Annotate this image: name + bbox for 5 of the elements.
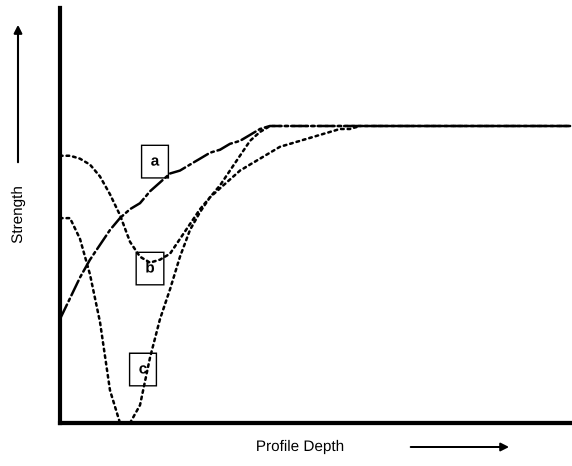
series-label: a [151,157,160,166]
series-label: c [139,365,147,374]
y-axis-title: Strength [10,187,26,244]
x-axis-title: Profile Depth [257,440,344,454]
series-label: b [146,261,154,273]
